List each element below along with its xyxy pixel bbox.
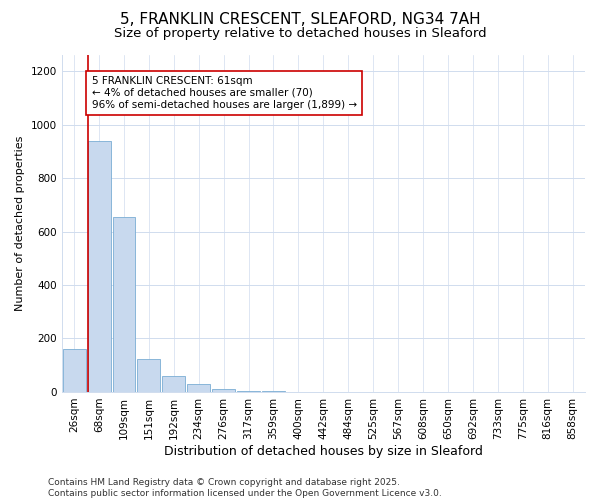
Y-axis label: Number of detached properties: Number of detached properties <box>15 136 25 311</box>
Text: Size of property relative to detached houses in Sleaford: Size of property relative to detached ho… <box>113 28 487 40</box>
Text: Contains HM Land Registry data © Crown copyright and database right 2025.
Contai: Contains HM Land Registry data © Crown c… <box>48 478 442 498</box>
Bar <box>212 390 235 392</box>
Bar <box>113 217 136 392</box>
Text: 5 FRANKLIN CRESCENT: 61sqm
← 4% of detached houses are smaller (70)
96% of semi-: 5 FRANKLIN CRESCENT: 61sqm ← 4% of detac… <box>92 76 356 110</box>
X-axis label: Distribution of detached houses by size in Sleaford: Distribution of detached houses by size … <box>164 444 483 458</box>
Bar <box>137 358 160 392</box>
Bar <box>62 349 86 392</box>
Bar <box>88 140 110 392</box>
Bar <box>187 384 210 392</box>
Text: 5, FRANKLIN CRESCENT, SLEAFORD, NG34 7AH: 5, FRANKLIN CRESCENT, SLEAFORD, NG34 7AH <box>119 12 481 28</box>
Bar <box>237 390 260 392</box>
Bar <box>163 376 185 392</box>
